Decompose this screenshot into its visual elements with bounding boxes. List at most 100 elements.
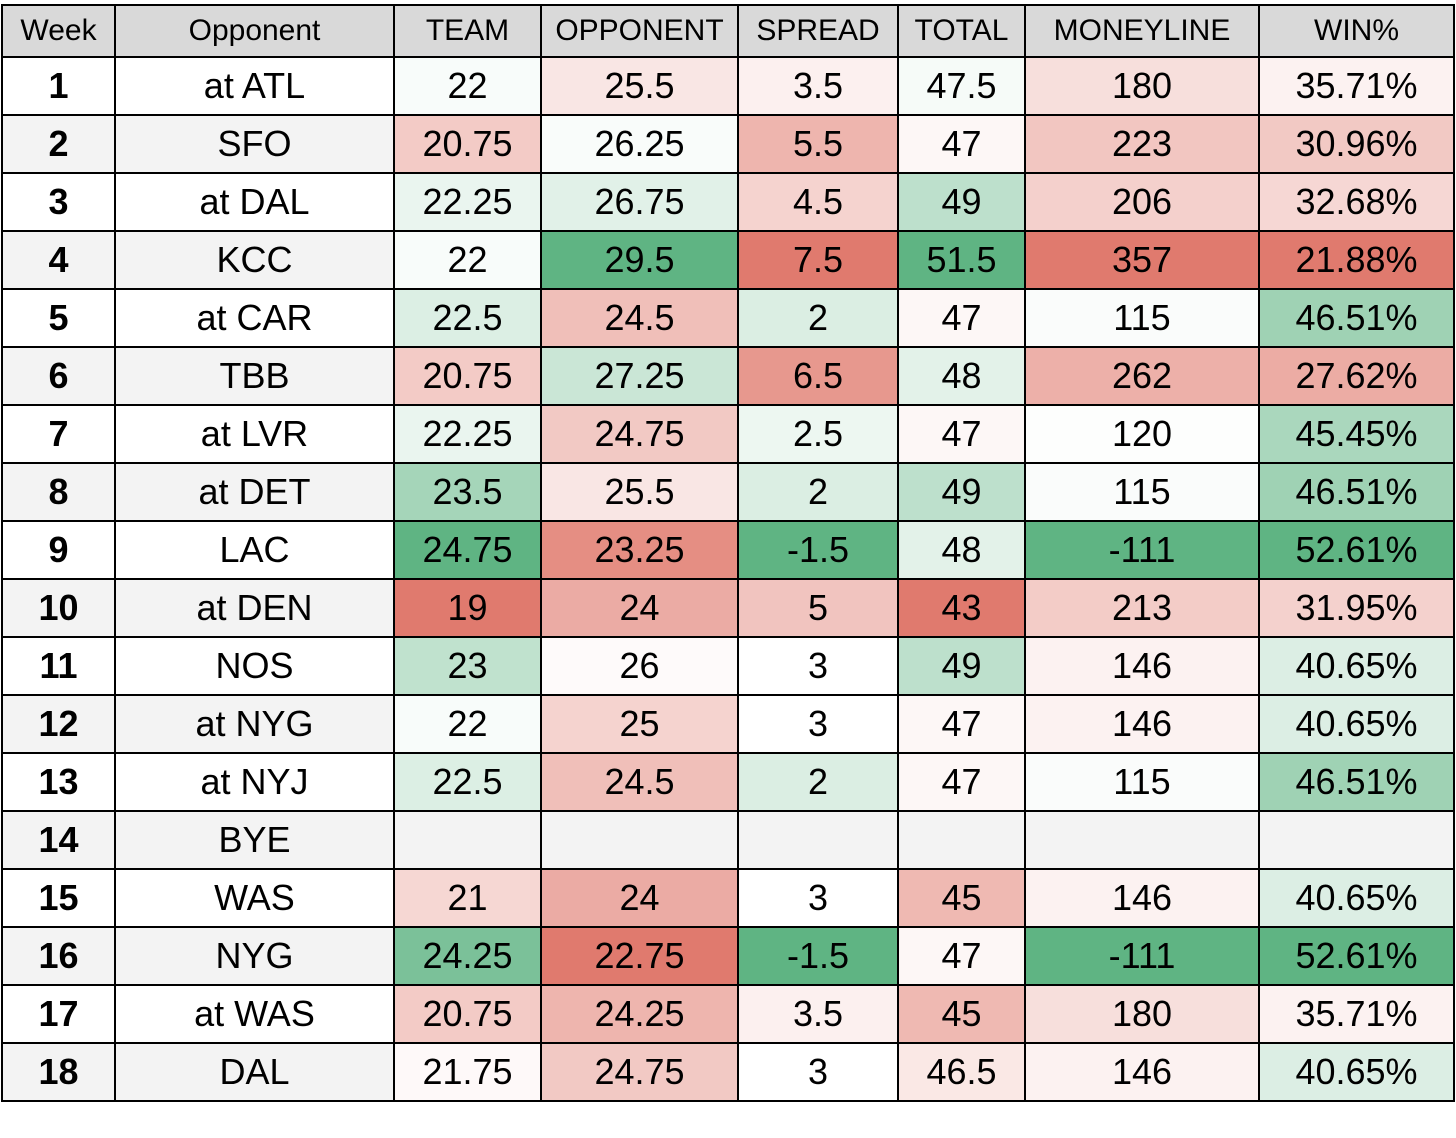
cell-week[interactable]: 7 — [1, 404, 116, 464]
cell-total[interactable]: 45 — [897, 868, 1026, 928]
cell-total[interactable]: 47 — [897, 114, 1026, 174]
cell-opponent-name[interactable]: BYE — [114, 810, 395, 870]
cell-total[interactable]: 47 — [897, 752, 1026, 812]
cell-opponent-name[interactable]: SFO — [114, 114, 395, 174]
cell-win-pct[interactable]: 27.62% — [1258, 346, 1455, 406]
cell-spread[interactable]: 3 — [737, 868, 899, 928]
cell-moneyline[interactable]: 146 — [1024, 868, 1260, 928]
header-moneyline[interactable]: MONEYLINE — [1024, 4, 1260, 58]
cell-team[interactable]: 22 — [393, 694, 542, 754]
cell-opponent[interactable]: 24 — [540, 578, 739, 638]
cell-win-pct[interactable]: 46.51% — [1258, 462, 1455, 522]
cell-opponent-name[interactable]: at DET — [114, 462, 395, 522]
cell-week[interactable]: 10 — [1, 578, 116, 638]
cell-total[interactable]: 49 — [897, 462, 1026, 522]
header-week[interactable]: Week — [1, 4, 116, 58]
cell-week[interactable]: 4 — [1, 230, 116, 290]
cell-spread[interactable]: -1.5 — [737, 520, 899, 580]
cell-opponent[interactable]: 26 — [540, 636, 739, 696]
cell-moneyline[interactable]: 262 — [1024, 346, 1260, 406]
cell-moneyline[interactable]: 115 — [1024, 752, 1260, 812]
cell-win-pct[interactable]: 52.61% — [1258, 926, 1455, 986]
cell-opponent-name[interactable]: LAC — [114, 520, 395, 580]
cell-spread[interactable]: 3 — [737, 694, 899, 754]
cell-total[interactable]: 47 — [897, 288, 1026, 348]
cell-win-pct[interactable] — [1258, 810, 1455, 870]
cell-total[interactable]: 43 — [897, 578, 1026, 638]
cell-spread[interactable]: 4.5 — [737, 172, 899, 232]
cell-team[interactable]: 24.75 — [393, 520, 542, 580]
cell-week[interactable]: 18 — [1, 1042, 116, 1102]
cell-spread[interactable]: 2 — [737, 752, 899, 812]
cell-week[interactable]: 6 — [1, 346, 116, 406]
cell-moneyline[interactable]: 180 — [1024, 984, 1260, 1044]
cell-moneyline[interactable]: 146 — [1024, 1042, 1260, 1102]
cell-opponent-name[interactable]: NOS — [114, 636, 395, 696]
cell-opponent[interactable] — [540, 810, 739, 870]
cell-week[interactable]: 13 — [1, 752, 116, 812]
cell-moneyline[interactable]: 146 — [1024, 694, 1260, 754]
cell-team[interactable]: 20.75 — [393, 984, 542, 1044]
cell-moneyline[interactable]: 357 — [1024, 230, 1260, 290]
cell-week[interactable]: 11 — [1, 636, 116, 696]
cell-spread[interactable]: 5 — [737, 578, 899, 638]
cell-total[interactable]: 46.5 — [897, 1042, 1026, 1102]
cell-team[interactable]: 23 — [393, 636, 542, 696]
cell-spread[interactable]: 3.5 — [737, 56, 899, 116]
header-opponent-name[interactable]: Opponent — [114, 4, 395, 58]
cell-opponent-name[interactable]: at DAL — [114, 172, 395, 232]
cell-spread[interactable]: 7.5 — [737, 230, 899, 290]
cell-opponent[interactable]: 29.5 — [540, 230, 739, 290]
cell-win-pct[interactable]: 52.61% — [1258, 520, 1455, 580]
cell-team[interactable]: 22 — [393, 230, 542, 290]
cell-week[interactable]: 16 — [1, 926, 116, 986]
cell-moneyline[interactable]: 115 — [1024, 288, 1260, 348]
cell-team[interactable] — [393, 810, 542, 870]
cell-total[interactable]: 47 — [897, 694, 1026, 754]
cell-spread[interactable]: 2 — [737, 462, 899, 522]
cell-total[interactable]: 45 — [897, 984, 1026, 1044]
cell-win-pct[interactable]: 45.45% — [1258, 404, 1455, 464]
cell-opponent-name[interactable]: at CAR — [114, 288, 395, 348]
cell-week[interactable]: 1 — [1, 56, 116, 116]
cell-win-pct[interactable]: 21.88% — [1258, 230, 1455, 290]
cell-team[interactable]: 19 — [393, 578, 542, 638]
cell-week[interactable]: 17 — [1, 984, 116, 1044]
cell-week[interactable]: 2 — [1, 114, 116, 174]
cell-week[interactable]: 8 — [1, 462, 116, 522]
cell-spread[interactable]: 3 — [737, 1042, 899, 1102]
cell-total[interactable]: 47 — [897, 404, 1026, 464]
cell-moneyline[interactable]: -111 — [1024, 520, 1260, 580]
cell-week[interactable]: 9 — [1, 520, 116, 580]
header-opponent[interactable]: OPPONENT — [540, 4, 739, 58]
cell-total[interactable]: 49 — [897, 172, 1026, 232]
cell-opponent[interactable]: 24.5 — [540, 752, 739, 812]
cell-win-pct[interactable]: 40.65% — [1258, 868, 1455, 928]
cell-moneyline[interactable]: -111 — [1024, 926, 1260, 986]
cell-opponent[interactable]: 22.75 — [540, 926, 739, 986]
cell-team[interactable]: 22 — [393, 56, 542, 116]
cell-win-pct[interactable]: 46.51% — [1258, 288, 1455, 348]
cell-spread[interactable]: 3 — [737, 636, 899, 696]
cell-opponent[interactable]: 27.25 — [540, 346, 739, 406]
cell-total[interactable] — [897, 810, 1026, 870]
cell-opponent-name[interactable]: KCC — [114, 230, 395, 290]
cell-opponent[interactable]: 25 — [540, 694, 739, 754]
cell-total[interactable]: 49 — [897, 636, 1026, 696]
cell-spread[interactable]: 2 — [737, 288, 899, 348]
cell-week[interactable]: 5 — [1, 288, 116, 348]
cell-total[interactable]: 48 — [897, 346, 1026, 406]
header-team[interactable]: TEAM — [393, 4, 542, 58]
cell-team[interactable]: 22.25 — [393, 404, 542, 464]
cell-win-pct[interactable]: 35.71% — [1258, 56, 1455, 116]
cell-opponent[interactable]: 26.25 — [540, 114, 739, 174]
cell-opponent[interactable]: 24.75 — [540, 1042, 739, 1102]
cell-win-pct[interactable]: 35.71% — [1258, 984, 1455, 1044]
cell-opponent[interactable]: 25.5 — [540, 56, 739, 116]
cell-opponent-name[interactable]: TBB — [114, 346, 395, 406]
cell-opponent[interactable]: 24.25 — [540, 984, 739, 1044]
cell-team[interactable]: 22.25 — [393, 172, 542, 232]
cell-team[interactable]: 21 — [393, 868, 542, 928]
cell-opponent[interactable]: 23.25 — [540, 520, 739, 580]
cell-opponent-name[interactable]: at ATL — [114, 56, 395, 116]
